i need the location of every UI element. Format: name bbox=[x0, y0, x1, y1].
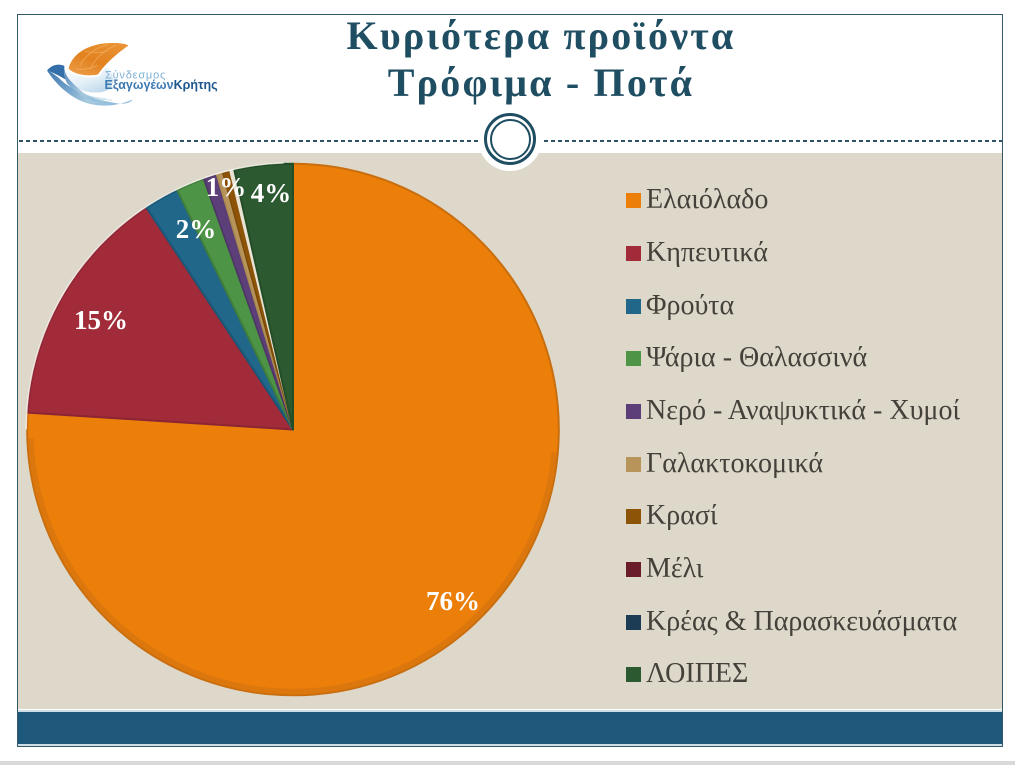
svg-text:Σύνδεσμος: Σύνδεσμος bbox=[105, 70, 166, 82]
svg-text:ΕξαγωγέωνΚρήτης: ΕξαγωγέωνΚρήτης bbox=[105, 78, 218, 92]
